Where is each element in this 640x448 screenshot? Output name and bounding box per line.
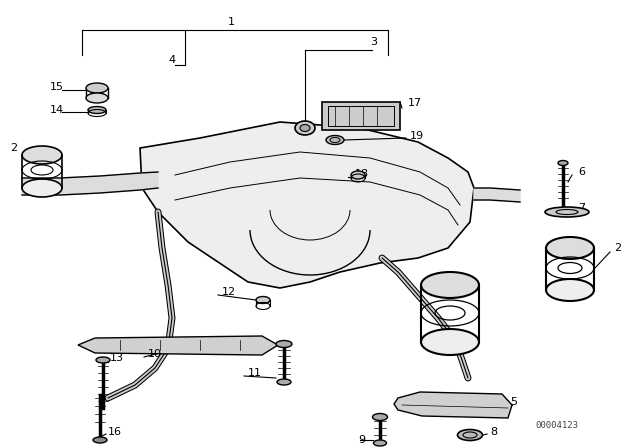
- Bar: [322, 102, 400, 130]
- Text: 12: 12: [222, 287, 236, 297]
- Ellipse shape: [295, 121, 315, 135]
- Ellipse shape: [88, 107, 106, 113]
- Polygon shape: [394, 392, 512, 418]
- Text: 13: 13: [110, 353, 124, 363]
- Ellipse shape: [86, 93, 108, 103]
- Ellipse shape: [300, 125, 310, 132]
- Ellipse shape: [374, 440, 387, 446]
- Text: 4: 4: [168, 55, 175, 65]
- Text: 9: 9: [358, 435, 365, 445]
- Text: 14: 14: [50, 105, 64, 115]
- Text: 8: 8: [490, 427, 497, 437]
- Ellipse shape: [22, 179, 62, 197]
- Text: 17: 17: [408, 98, 422, 108]
- Text: 6: 6: [578, 167, 585, 177]
- Bar: [328, 106, 394, 126]
- Text: 11: 11: [248, 368, 262, 378]
- Text: 15: 15: [50, 82, 64, 92]
- Polygon shape: [474, 188, 520, 202]
- Ellipse shape: [351, 171, 365, 179]
- Text: 3: 3: [370, 37, 377, 47]
- Text: 2: 2: [614, 243, 621, 253]
- Text: 5: 5: [510, 397, 517, 407]
- Ellipse shape: [545, 207, 589, 217]
- Polygon shape: [22, 172, 158, 195]
- Ellipse shape: [372, 414, 387, 421]
- Ellipse shape: [421, 329, 479, 355]
- Text: 1: 1: [228, 17, 235, 27]
- Ellipse shape: [276, 340, 292, 348]
- Ellipse shape: [458, 430, 483, 440]
- Ellipse shape: [22, 146, 62, 164]
- Text: 10: 10: [148, 349, 162, 359]
- Ellipse shape: [93, 437, 107, 443]
- Text: 18: 18: [355, 169, 369, 179]
- Ellipse shape: [86, 83, 108, 93]
- Text: 7: 7: [578, 203, 585, 213]
- Ellipse shape: [421, 272, 479, 298]
- Polygon shape: [140, 122, 474, 288]
- Text: 19: 19: [410, 131, 424, 141]
- Ellipse shape: [96, 357, 110, 363]
- Text: 00004123: 00004123: [535, 421, 578, 430]
- Ellipse shape: [326, 135, 344, 145]
- Ellipse shape: [546, 237, 594, 259]
- Ellipse shape: [256, 297, 270, 303]
- Ellipse shape: [546, 279, 594, 301]
- Polygon shape: [78, 336, 278, 355]
- Ellipse shape: [277, 379, 291, 385]
- Text: 16: 16: [108, 427, 122, 437]
- Text: 2: 2: [10, 143, 17, 153]
- Ellipse shape: [558, 160, 568, 165]
